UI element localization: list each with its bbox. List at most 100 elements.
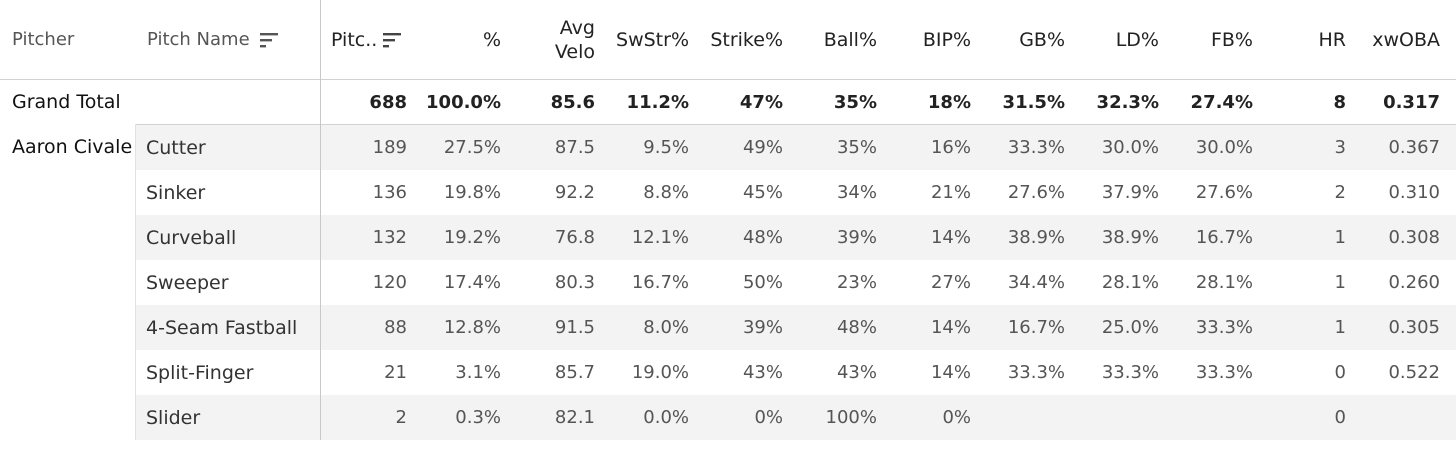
- header-bip-label: BIP%: [922, 28, 971, 51]
- cell-xwoba: 0.260: [1388, 272, 1440, 293]
- cell-pitches: 120: [372, 272, 407, 293]
- header-strike-label: Strike%: [710, 28, 783, 51]
- cell-velo: 91.5: [554, 317, 595, 338]
- cell-ld: 32.3%: [1096, 91, 1159, 113]
- cell-swstr: 19.0%: [631, 362, 689, 383]
- header-pitch-name[interactable]: Pitch Name: [147, 0, 317, 79]
- header-pitches[interactable]: Pitc..: [331, 0, 421, 79]
- pitch-name-cell: 4-Seam Fastball: [135, 305, 320, 350]
- cell-pitches: 132: [372, 227, 407, 248]
- header-xwoba[interactable]: xwOBA: [1356, 0, 1440, 79]
- cell-ld: 33.3%: [1101, 362, 1159, 383]
- header-strike[interactable]: Strike%: [695, 0, 783, 79]
- cell-gb: [980, 395, 1065, 440]
- cell-strike: 48%: [742, 227, 783, 248]
- cell-fb: 33.3%: [1195, 362, 1253, 383]
- cell-ball: 35%: [833, 91, 877, 113]
- cell-hr: 3: [1334, 137, 1346, 158]
- cell-xwoba: 0.305: [1388, 317, 1440, 338]
- grand-total-row: 688 100.0% 85.6 11.2% 47% 35% 18% 31.5% …: [0, 80, 1456, 124]
- pitcher-name: Aaron Civale: [12, 135, 133, 158]
- header-ld[interactable]: LD%: [1075, 0, 1159, 79]
- cell-ball: 23%: [836, 272, 877, 293]
- cell-pitches: 189: [372, 137, 407, 158]
- cell-ball: 100%: [825, 407, 877, 428]
- cell-ball: 43%: [836, 362, 877, 383]
- cell-velo: 85.7: [554, 362, 595, 383]
- cell-fb: 27.4%: [1190, 91, 1253, 113]
- pitch-name: Split-Finger: [146, 361, 254, 384]
- cell-bip: 0%: [942, 407, 971, 428]
- cell-strike: 0%: [754, 407, 783, 428]
- cell-bip: 18%: [927, 91, 971, 113]
- header-avg-velo-line2: Velo: [554, 40, 595, 63]
- cell-strike: 45%: [742, 182, 783, 203]
- cell-xwoba: [1356, 395, 1440, 440]
- pitch-name: Cutter: [146, 136, 206, 159]
- table-row: Split-Finger 21 3.1% 85.7 19.0% 43% 43% 14% 33.3…: [0, 350, 1456, 395]
- header-swstr[interactable]: SwStr%: [600, 0, 689, 79]
- cell-swstr: 12.1%: [631, 227, 689, 248]
- cell-strike: 49%: [742, 137, 783, 158]
- cell-pitches: 21: [384, 362, 407, 383]
- cell-xwoba: 0.367: [1388, 137, 1440, 158]
- cell-gb: 34.4%: [1007, 272, 1065, 293]
- cell-ball: 34%: [836, 182, 877, 203]
- table-row: Cutter 189 27.5% 87.5 9.5% 49% 35% 16% 33.3% 30.0…: [0, 125, 1456, 170]
- cell-xwoba: 0.317: [1383, 91, 1440, 113]
- pitch-name: Sweeper: [146, 271, 229, 294]
- cell-swstr: 9.5%: [643, 137, 689, 158]
- cell-bip: 27%: [930, 272, 971, 293]
- header-fb[interactable]: FB%: [1165, 0, 1253, 79]
- sort-icon[interactable]: [259, 31, 278, 49]
- cell-fb: 28.1%: [1195, 272, 1253, 293]
- header-avg-velo-line1: Avg: [559, 16, 595, 39]
- cell-pct: 100.0%: [426, 91, 501, 113]
- cell-strike: 50%: [742, 272, 783, 293]
- cell-ld: [1075, 395, 1159, 440]
- header-pitch-name-label: Pitch Name: [147, 28, 250, 50]
- cell-ld: 28.1%: [1101, 272, 1159, 293]
- header-gb[interactable]: GB%: [980, 0, 1065, 79]
- cell-velo: 82.1: [554, 407, 595, 428]
- header-swstr-label: SwStr%: [616, 28, 689, 51]
- header-ball-label: Ball%: [823, 28, 877, 51]
- cell-velo: 87.5: [554, 137, 595, 158]
- cell-bip: 14%: [930, 227, 971, 248]
- column-divider: [320, 0, 321, 440]
- cell-pct: 17.4%: [443, 272, 501, 293]
- header-ball[interactable]: Ball%: [795, 0, 877, 79]
- cell-pitches: 136: [372, 182, 407, 203]
- cell-ball: 35%: [836, 137, 877, 158]
- header-xwoba-label: xwOBA: [1372, 28, 1440, 51]
- pitch-name: Curveball: [146, 226, 237, 249]
- sort-icon[interactable]: [383, 31, 402, 49]
- cell-hr: 1: [1334, 227, 1346, 248]
- cell-bip: 14%: [930, 362, 971, 383]
- column-divider: [135, 124, 136, 440]
- cell-hr: 8: [1333, 91, 1346, 113]
- grand-total-divider: [135, 124, 1456, 125]
- header-gb-label: GB%: [1019, 28, 1065, 51]
- cell-pct: 19.2%: [443, 227, 501, 248]
- header-bip[interactable]: BIP%: [890, 0, 971, 79]
- cell-pct: 27.5%: [443, 137, 501, 158]
- cell-swstr: 8.8%: [643, 182, 689, 203]
- cell-pitches: 688: [369, 91, 407, 113]
- cell-gb: 33.3%: [1007, 137, 1065, 158]
- cell-xwoba: 0.522: [1388, 362, 1440, 383]
- header-pitcher[interactable]: Pitcher: [12, 0, 122, 79]
- cell-swstr: 0.0%: [643, 407, 689, 428]
- cell-bip: 16%: [930, 137, 971, 158]
- pitch-name: Sinker: [146, 181, 206, 204]
- cell-xwoba: 0.308: [1388, 227, 1440, 248]
- header-avg-velo[interactable]: Avg Velo: [510, 0, 595, 79]
- cell-ld: 25.0%: [1101, 317, 1159, 338]
- header-pct[interactable]: %: [430, 0, 501, 79]
- header-pitches-label: Pitc..: [331, 28, 378, 51]
- cell-velo: 76.8: [554, 227, 595, 248]
- cell-fb: [1165, 395, 1253, 440]
- cell-gb: 27.6%: [1007, 182, 1065, 203]
- header-hr[interactable]: HR: [1280, 0, 1347, 79]
- cell-hr: 1: [1334, 272, 1346, 293]
